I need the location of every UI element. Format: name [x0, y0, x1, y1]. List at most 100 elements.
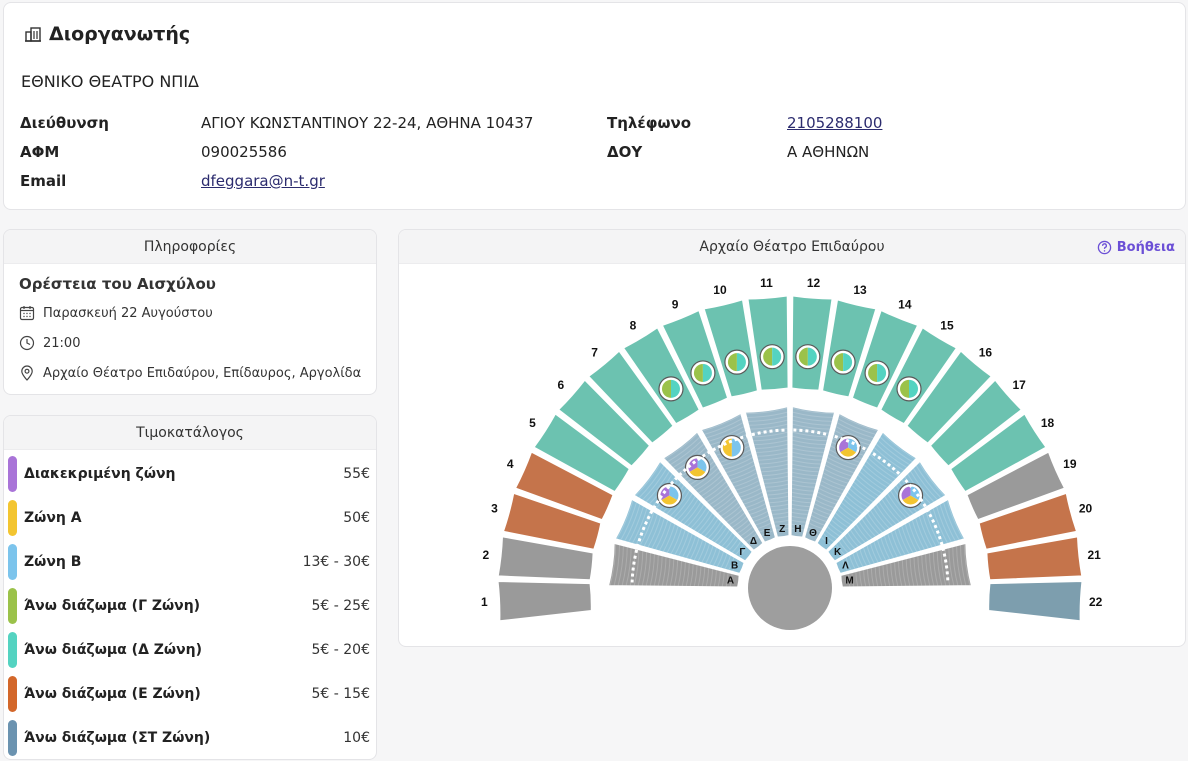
seat-row-line [629, 548, 636, 587]
seat-row-line [874, 566, 879, 588]
seat-row-line [921, 554, 927, 587]
seat-row-line [805, 529, 820, 537]
upper-sector-16[interactable]: 16 [906, 346, 992, 444]
upper-sector-18[interactable]: 18 [950, 413, 1055, 493]
upper-sector-10[interactable]: 10 [703, 283, 759, 398]
upper-sector-8[interactable]: 8 [622, 318, 700, 425]
upper-sector-shape[interactable] [988, 581, 1083, 622]
email-link[interactable]: dfeggara@n-t.gr [201, 172, 325, 190]
lower-sector-shape[interactable] [606, 541, 741, 589]
lower-sector-Ι[interactable]: Ι [815, 429, 919, 553]
seat-row-line [736, 483, 762, 495]
upper-sector-shape[interactable] [986, 536, 1083, 581]
upper-sector-shape[interactable] [514, 451, 614, 521]
price-row: Ζώνη Α 50€ [4, 496, 376, 540]
upper-sector-6[interactable]: 6 [557, 378, 651, 467]
badge-slice [697, 458, 707, 472]
lower-sector-shape[interactable] [815, 429, 919, 553]
seat-row-line [754, 443, 789, 450]
phone-link[interactable]: 2105288100 [787, 114, 883, 132]
upper-sector-3[interactable]: 3 [491, 492, 602, 550]
seat-row-line [908, 521, 922, 552]
seat-row-line [705, 484, 730, 503]
upper-sector-shape[interactable] [906, 350, 992, 444]
seat-row-line [713, 569, 717, 588]
upper-sector-shape[interactable] [661, 309, 729, 409]
upper-sector-2[interactable]: 2 [482, 536, 594, 581]
lower-sector-shape[interactable] [834, 497, 967, 576]
upper-sector-21[interactable]: 21 [986, 536, 1101, 581]
seat-row-line [634, 461, 662, 497]
upper-sector-shape[interactable] [533, 413, 630, 493]
seat-row-line [880, 536, 891, 561]
upper-sector-label: 9 [672, 297, 679, 311]
event-venue-row: Αρχαίο Θέατρο Επιδαύρου, Επίδαυρος, Αργο… [19, 365, 361, 381]
lower-sector-label: Α [727, 576, 734, 587]
lower-sector-shape[interactable] [789, 404, 837, 539]
seat-row-line [641, 467, 668, 501]
upper-sector-shape[interactable] [851, 309, 919, 409]
lower-sector-Γ[interactable]: Γ [631, 459, 755, 563]
price-color-swatch [8, 632, 17, 668]
upper-sector-5[interactable]: 5 [529, 413, 630, 493]
lower-sector-shape[interactable] [743, 404, 791, 539]
seat-row-line [791, 419, 832, 426]
upper-sector-19[interactable]: 19 [966, 451, 1077, 521]
seat-row-line [645, 552, 652, 587]
seat-row-line [790, 491, 814, 496]
upper-sector-22[interactable]: 22 [988, 581, 1103, 622]
upper-sector-shape[interactable] [558, 379, 651, 467]
seat-row-line [852, 552, 860, 569]
lower-sector-Α[interactable]: Α [606, 541, 741, 589]
upper-sector-shape[interactable] [821, 299, 877, 398]
seat-row-line [819, 479, 846, 491]
upper-sector-11[interactable]: 11 [747, 276, 789, 391]
upper-sector-shape[interactable] [978, 492, 1078, 550]
lower-sector-Η[interactable]: Η [789, 404, 837, 539]
upper-sector-shape[interactable] [880, 327, 958, 425]
badge-slice [877, 363, 887, 382]
upper-sector-shape[interactable] [966, 451, 1066, 521]
badge-slice [736, 353, 746, 372]
upper-sector-shape[interactable] [622, 327, 700, 425]
seat-row-line [832, 545, 843, 558]
upper-sector-shape[interactable] [497, 581, 592, 622]
upper-sector-shape[interactable] [588, 350, 674, 444]
upper-sector-17[interactable]: 17 [929, 378, 1027, 467]
upper-sector-9[interactable]: 9 [661, 297, 729, 409]
event-title: Ορέστεια του Αισχύλου [19, 275, 216, 293]
upper-sector-20[interactable]: 20 [978, 492, 1093, 550]
lower-sector-Μ[interactable]: Μ [839, 541, 974, 589]
upper-sector-13[interactable]: 13 [821, 283, 877, 398]
seat-row-line [849, 528, 863, 546]
lower-sector-Λ[interactable]: Λ [834, 497, 967, 576]
seat-row-line [791, 443, 826, 450]
seat-row-line [918, 515, 933, 549]
lower-sector-Δ[interactable]: Δ [661, 429, 765, 553]
upper-sector-15[interactable]: 15 [880, 318, 958, 425]
upper-sector-1[interactable]: 1 [481, 581, 592, 622]
seat-row-line [740, 491, 764, 502]
address-label: Διεύθυνση [20, 114, 109, 132]
help-button[interactable]: Βοήθεια [1097, 230, 1175, 264]
upper-sector-shape[interactable] [703, 299, 759, 398]
lower-sector-Θ[interactable]: Θ [802, 411, 881, 544]
upper-sector-14[interactable]: 14 [851, 297, 919, 409]
seat-row-line [818, 483, 844, 495]
lower-sector-shape[interactable] [839, 541, 974, 589]
upper-sector-12[interactable]: 12 [791, 276, 833, 391]
upper-sector-4[interactable]: 4 [507, 451, 614, 521]
lower-sector-Ζ[interactable]: Ζ [743, 404, 791, 539]
upper-sector-7[interactable]: 7 [588, 346, 674, 444]
lower-sector-Κ[interactable]: Κ [825, 459, 949, 563]
seat-row-line [754, 518, 771, 526]
upper-sector-shape[interactable] [497, 536, 594, 581]
seat-row-line [855, 523, 870, 542]
upper-sector-shape[interactable] [929, 379, 1022, 467]
seat-row-line [901, 525, 914, 554]
upper-sector-shape[interactable] [950, 413, 1047, 493]
seat-row-line [696, 512, 714, 534]
seat-row-line [719, 501, 740, 517]
upper-sector-shape[interactable] [502, 492, 602, 550]
